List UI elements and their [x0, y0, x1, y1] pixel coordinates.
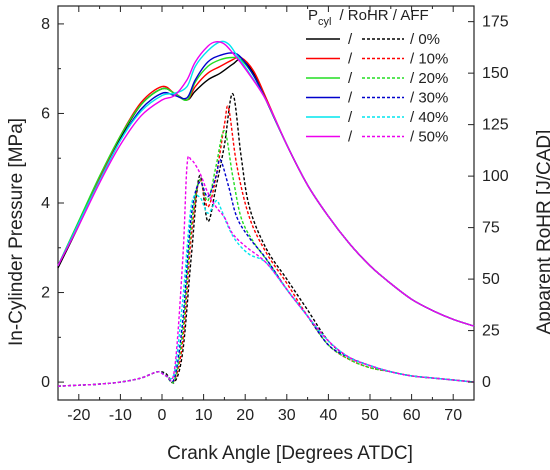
x-tick-label: 0: [158, 407, 167, 424]
y2-tick-label: 75: [482, 220, 500, 237]
x-tick-label: 30: [278, 407, 296, 424]
axes: -20 -10 0 10 20 30 40 50 60 70 0 2 4 6 8 0 25 50 75 100 125 1…: [41, 6, 509, 424]
x-tick-label: 50: [361, 407, 379, 424]
legend-header-main: P: [308, 7, 318, 24]
y-tick-label: 0: [41, 374, 50, 391]
legend-header-sub: cyl: [318, 16, 331, 28]
legend-separator: /: [348, 129, 353, 146]
y2-tick-label: 125: [482, 117, 509, 134]
x-tick-label: 20: [236, 407, 254, 424]
legend-separator: /: [348, 31, 353, 48]
rohr-line-4: [57, 194, 475, 387]
x-tick-label: 70: [444, 407, 462, 424]
legend-label: / 40%: [410, 109, 448, 126]
rohr-line-1: [57, 105, 475, 387]
x-tick-label: -20: [67, 407, 90, 424]
legend-label: / 0%: [410, 31, 440, 48]
legend-header-rest: / RoHR / AFF: [339, 7, 428, 24]
y2-tick-label: 100: [482, 168, 509, 185]
x-tick-label: 40: [320, 407, 338, 424]
x-tick-label: 10: [195, 407, 213, 424]
y-tick-label: 8: [41, 16, 50, 33]
legend-label: / 30%: [410, 90, 448, 107]
rohr-line-5: [57, 155, 475, 387]
legend-separator: /: [348, 90, 353, 107]
legend-label: / 10%: [410, 51, 448, 68]
y2-axis-title: Apparent RoHR [J/CAD]: [534, 130, 550, 335]
rohr-line-2: [57, 130, 475, 387]
rohr-lines: [57, 92, 475, 387]
y2-tick-label: 50: [482, 271, 500, 288]
legend-label: / 50%: [410, 129, 448, 146]
y-axis-title: In-Cylinder Pressure [MPa]: [6, 118, 27, 346]
rohr-line-0: [57, 92, 475, 387]
y2-tick-label: 25: [482, 323, 500, 340]
x-tick-label: -10: [109, 407, 132, 424]
pressure-line-5: [57, 41, 475, 327]
legend-header: Pcyl / RoHR / AFF: [308, 7, 429, 28]
y2-tick-label: 150: [482, 65, 509, 82]
y2-tick-label: 175: [482, 14, 509, 31]
legend-separator: /: [348, 70, 353, 87]
legend-label: / 20%: [410, 70, 448, 87]
x-axis-title: Crank Angle [Degrees ATDC]: [167, 443, 413, 464]
x-tick-label: 60: [403, 407, 421, 424]
rohr-line-3: [57, 158, 475, 387]
y-tick-label: 6: [41, 105, 50, 122]
y-tick-label: 4: [41, 195, 50, 212]
pressure-lines: [57, 40, 475, 327]
legend: Pcyl / RoHR / AFF / / 0% / / 10% / / 20% / / 30%…: [306, 7, 448, 146]
legend-separator: /: [348, 109, 353, 126]
legend-separator: /: [348, 51, 353, 68]
y2-tick-label: 0: [482, 374, 491, 391]
y-tick-label: 2: [41, 285, 50, 302]
